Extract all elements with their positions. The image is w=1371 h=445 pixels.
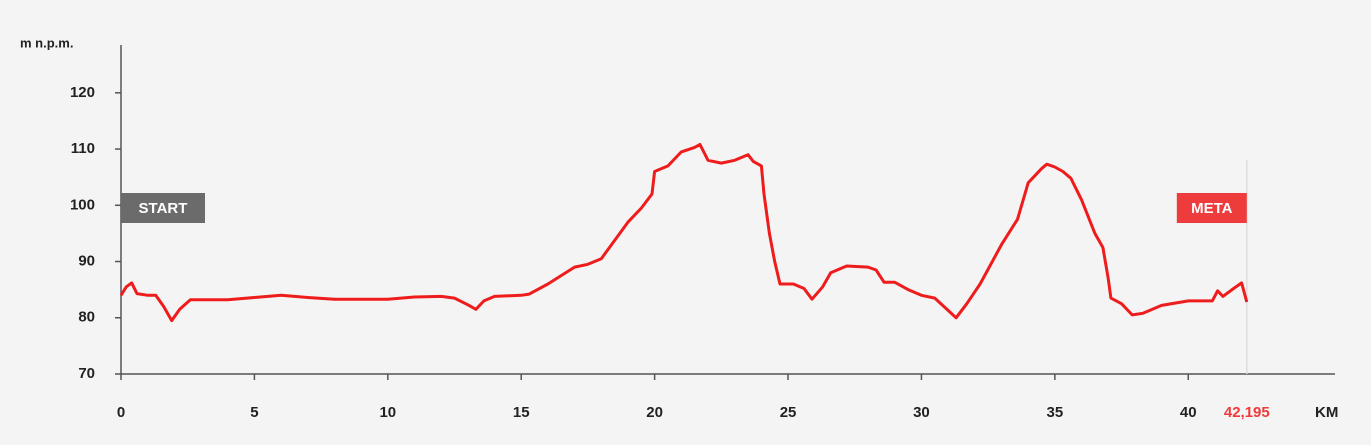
y-tick-label: 100 [70, 196, 95, 213]
x-tick-label: 0 [117, 404, 125, 421]
elevation-line [119, 143, 1249, 323]
y-tick-label: 70 [78, 365, 95, 382]
y-axis-label: m n.p.m. [20, 35, 73, 50]
x-tick-label: 40 [1180, 404, 1197, 421]
finish-tag [1176, 193, 1247, 223]
y-tick-label: 80 [78, 309, 95, 326]
x-tick-label: 15 [513, 404, 530, 421]
start-label: START [139, 200, 188, 217]
x-tick-label: 25 [780, 404, 797, 421]
finish-label: META [1191, 200, 1233, 217]
start-tag [121, 193, 205, 223]
x-tick-label: 30 [913, 404, 930, 421]
y-tick-label: 110 [71, 140, 95, 157]
x-tick-label: 35 [1047, 404, 1064, 421]
y-tick-label: 120 [70, 84, 95, 101]
x-tick-label: 10 [379, 404, 396, 421]
y-tick-label: 90 [78, 252, 95, 269]
x-tick-label: 5 [250, 404, 258, 421]
x-axis-label: KM [1315, 404, 1338, 421]
x-tick-label: 20 [646, 404, 663, 421]
x-tick-label: 42,195 [1224, 404, 1270, 421]
